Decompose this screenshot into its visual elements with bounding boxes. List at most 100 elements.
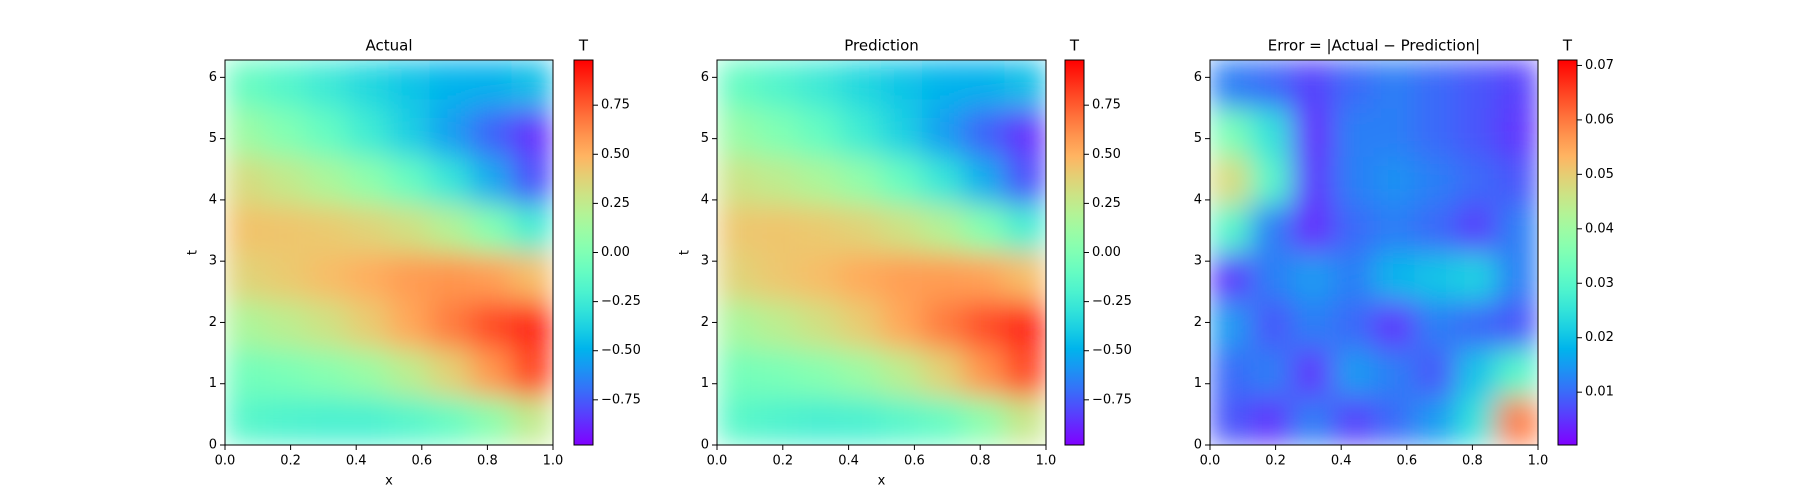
heatmap-cell	[429, 396, 472, 445]
heatmap-cell	[839, 252, 882, 302]
colorbar-tick-label: −0.75	[601, 392, 641, 407]
colorbar-tick-label: 0.25	[1092, 196, 1121, 211]
heatmap-cell	[347, 203, 390, 253]
heatmap-cell	[1291, 348, 1334, 398]
heatmap-cell	[1373, 203, 1416, 253]
colorbar-tick-label: 0.01	[1585, 385, 1614, 400]
colorbar-tick-label: −0.50	[601, 343, 641, 358]
x-tick-label: 0.6	[411, 454, 432, 469]
heatmap-cell	[306, 348, 349, 398]
colorbar-label: T	[578, 37, 589, 55]
heatmap-cell	[839, 300, 882, 350]
heatmap-cell	[1414, 203, 1457, 253]
heatmap-cell	[922, 107, 965, 157]
heatmap-cell	[388, 60, 431, 109]
y-axis-label: t	[678, 250, 693, 255]
heatmap-cell	[1455, 348, 1498, 398]
x-tick-label: 0.8	[970, 454, 991, 469]
x-axis-label: x	[385, 474, 393, 489]
heatmap-cell	[388, 155, 431, 205]
colorbar-tick-label: 0.06	[1585, 112, 1614, 127]
heatmap-cell	[1250, 155, 1293, 205]
heatmap-cell	[1373, 396, 1416, 445]
heatmap-cell	[225, 252, 267, 302]
heatmap-cell	[757, 203, 800, 253]
heatmap-cell	[470, 60, 513, 109]
y-tick-label: 0	[1194, 438, 1202, 453]
colorbar-label: T	[1562, 37, 1573, 55]
heatmap-cell	[798, 203, 841, 253]
heatmap-cell	[1250, 396, 1293, 445]
heatmap-cell	[1210, 252, 1252, 302]
heatmap-cell	[1373, 252, 1416, 302]
heatmap-cell	[922, 300, 965, 350]
colorbar-tick-label: −0.50	[1092, 343, 1132, 358]
plot-frame	[716, 59, 1047, 446]
x-tick-label: 0.0	[707, 454, 728, 469]
heatmap-cell	[963, 107, 1006, 157]
heatmap-cell	[1496, 107, 1538, 157]
heatmap-cell	[798, 155, 841, 205]
y-tick-label: 5	[1194, 131, 1202, 146]
heatmap-cell	[1210, 396, 1252, 445]
plot-frame	[1209, 59, 1539, 446]
heatmap-cells	[225, 60, 553, 445]
heatmap-cell	[429, 300, 472, 350]
heatmap-cell	[1291, 252, 1334, 302]
heatmap-cell	[429, 60, 472, 109]
heatmap-cell	[798, 300, 841, 350]
x-tick-label: 0.0	[215, 454, 236, 469]
heatmap-cell	[798, 107, 841, 157]
heatmap-cell	[470, 348, 513, 398]
heatmap-cell	[1250, 252, 1293, 302]
heatmap-cell	[963, 60, 1006, 109]
heatmap-cell	[1455, 396, 1498, 445]
heatmap-cell	[1210, 348, 1252, 398]
heatmap-cell	[922, 252, 965, 302]
heatmap-cell	[470, 396, 513, 445]
heatmap-cell	[1332, 60, 1375, 109]
x-tick-label: 0.4	[838, 454, 859, 469]
heatmap-cell	[1210, 300, 1252, 350]
heatmap-cell	[1414, 155, 1457, 205]
heatmap-cell	[839, 60, 882, 109]
heatmap-cell	[306, 155, 349, 205]
x-tick-label: 0.2	[772, 454, 793, 469]
heatmap-cell	[881, 155, 924, 205]
heatmap-cell	[717, 300, 759, 350]
colorbar-tick-label: 0.50	[601, 147, 630, 162]
heatmap-cell	[881, 252, 924, 302]
heatmap-cell	[225, 107, 267, 157]
heatmap-cell	[511, 203, 553, 253]
heatmap-cell	[511, 348, 553, 398]
colorbar-tick-label: 0.00	[1092, 245, 1121, 260]
y-tick-label: 0	[701, 438, 709, 453]
heatmap-cell	[1004, 203, 1046, 253]
heatmap-cell	[1004, 396, 1046, 445]
x-tick-label: 0.2	[280, 454, 301, 469]
y-tick-label: 4	[209, 192, 217, 207]
heatmap-cell	[429, 155, 472, 205]
plot-frame	[224, 59, 554, 446]
heatmap-cell	[1210, 60, 1252, 109]
y-tick-label: 1	[701, 376, 709, 391]
heatmap-cell	[265, 107, 308, 157]
heatmap-cell	[265, 203, 308, 253]
heatmap-cell	[717, 155, 759, 205]
heatmap-cell	[347, 300, 390, 350]
y-tick-label: 3	[701, 254, 709, 269]
colorbar-tick-label: −0.25	[1092, 294, 1132, 309]
heatmap-cell	[1332, 155, 1375, 205]
heatmap-cell	[388, 107, 431, 157]
x-axis-label: x	[878, 474, 886, 489]
heatmap-cell	[225, 300, 267, 350]
heatmap-cell	[511, 155, 553, 205]
heatmap-cell	[1414, 300, 1457, 350]
heatmap-cell	[717, 107, 759, 157]
heatmap-cell	[470, 252, 513, 302]
heatmap-cell	[757, 348, 800, 398]
colorbar-tick-label: 0.75	[601, 98, 630, 113]
heatmap-cell	[757, 107, 800, 157]
heatmap-cell	[1455, 300, 1498, 350]
heatmap-cell	[798, 60, 841, 109]
